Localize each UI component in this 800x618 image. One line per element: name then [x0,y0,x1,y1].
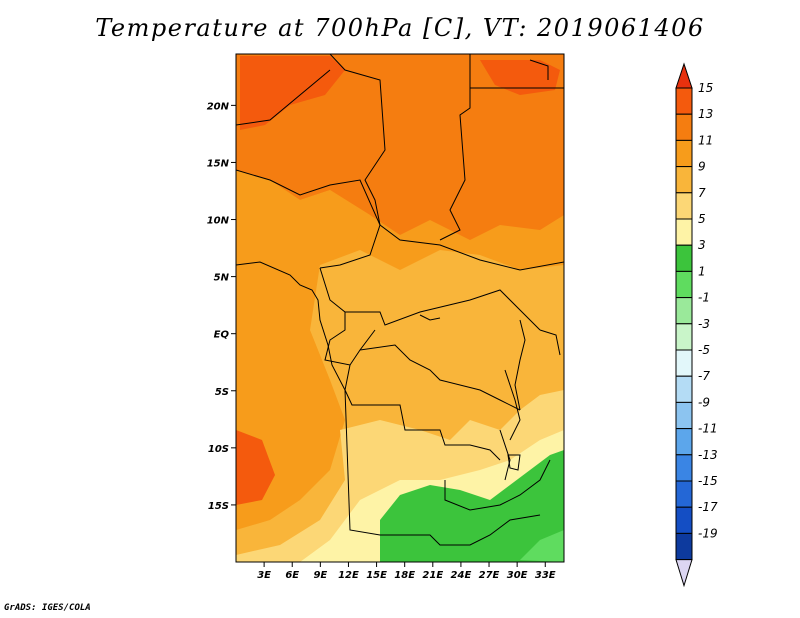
credit-label: GrADS: IGES/COLA [4,603,91,613]
map-title: Temperature at 700hPa [C], VT: 201906140… [95,14,705,42]
colorbar-segment [675,506,693,534]
colorbar-label: -15 [698,474,718,488]
coastlines [236,59,549,471]
colorbar-label: 15 [698,81,713,95]
lon-tick-label: 15E [366,570,387,581]
lon-tick-label: 12E [338,570,359,581]
latitude-axis: 20N 15N 10N 5N EQ 5S 10S 15S [207,101,236,512]
lat-tick-label: 10N [207,216,230,227]
colorbar-label: -19 [698,526,718,540]
lat-tick-label: 5S [215,387,229,398]
colorbar-segment [675,454,693,482]
lon-tick-label: 3E [257,570,271,581]
lat-tick-label: 15S [208,501,229,512]
colorbar-segment [675,428,693,456]
lon-tick-label: 30E [507,570,528,581]
lon-tick-label: 18E [394,570,415,581]
colorbar-label: -13 [698,448,718,462]
colorbar-segment [675,244,693,272]
longitude-axis: 3E 6E 9E 12E 15E 18E 21E 24E 27E 30E 33E [257,562,556,581]
lat-tick-label: 10S [208,444,229,455]
lon-tick-label: 21E [422,570,443,581]
lat-tick-label: 20N [207,101,230,112]
colorbar-label: 1 [698,264,706,278]
plot-frame [235,53,565,563]
colorbar-segment [675,375,693,403]
lon-tick-label: 24E [451,570,472,581]
colorbar-segment [675,297,693,325]
colorbar-segment [675,532,693,561]
lon-tick-label: 27E [479,570,500,581]
colorbar-bottom-cap [675,559,693,588]
lon-tick-label: 9E [313,570,327,581]
colorbar-label: -17 [698,500,718,514]
colorbar-label: 11 [698,133,713,147]
colorbar-label: -5 [698,343,710,357]
colorbar-label: -11 [698,422,718,436]
colorbar-segment [675,323,693,351]
colorbar-segment [675,192,693,220]
colorbar-segment [675,166,693,194]
colorbar-top-cap [675,62,693,89]
colorbar-segment [675,113,693,141]
lon-tick-label: 33E [535,570,556,581]
lon-tick-label: 6E [285,570,299,581]
lat-tick-label: 15N [207,158,230,169]
temperature-field [236,54,564,562]
colorbar-label: 9 [698,160,706,174]
colorbar-label: 5 [698,212,706,226]
colorbar-segment [675,401,693,430]
colorbar-label: -9 [698,395,710,409]
colorbar-label: 3 [698,238,706,252]
country-borders [236,54,564,546]
lat-tick-label: 5N [214,273,230,284]
lat-tick-label: EQ [214,330,230,341]
colorbar-segment [675,218,693,246]
colorbar-segment [675,270,693,299]
colorbar-label: 13 [698,107,713,121]
colorbar-segment [675,349,693,377]
colorbar-label: -3 [698,317,710,331]
colorbar-label: -7 [698,369,710,383]
colorbar-segment [675,87,693,115]
colorbar-segment [675,139,693,168]
colorbar-segment [675,480,693,508]
colorbar-label: 7 [698,186,706,200]
colorbar: 15 13 11 9 7 5 3 1 -1 -3 -5 -7 -9 -11 -13 -15 -17 -19 [675,62,718,588]
colorbar-label: -1 [698,291,710,305]
